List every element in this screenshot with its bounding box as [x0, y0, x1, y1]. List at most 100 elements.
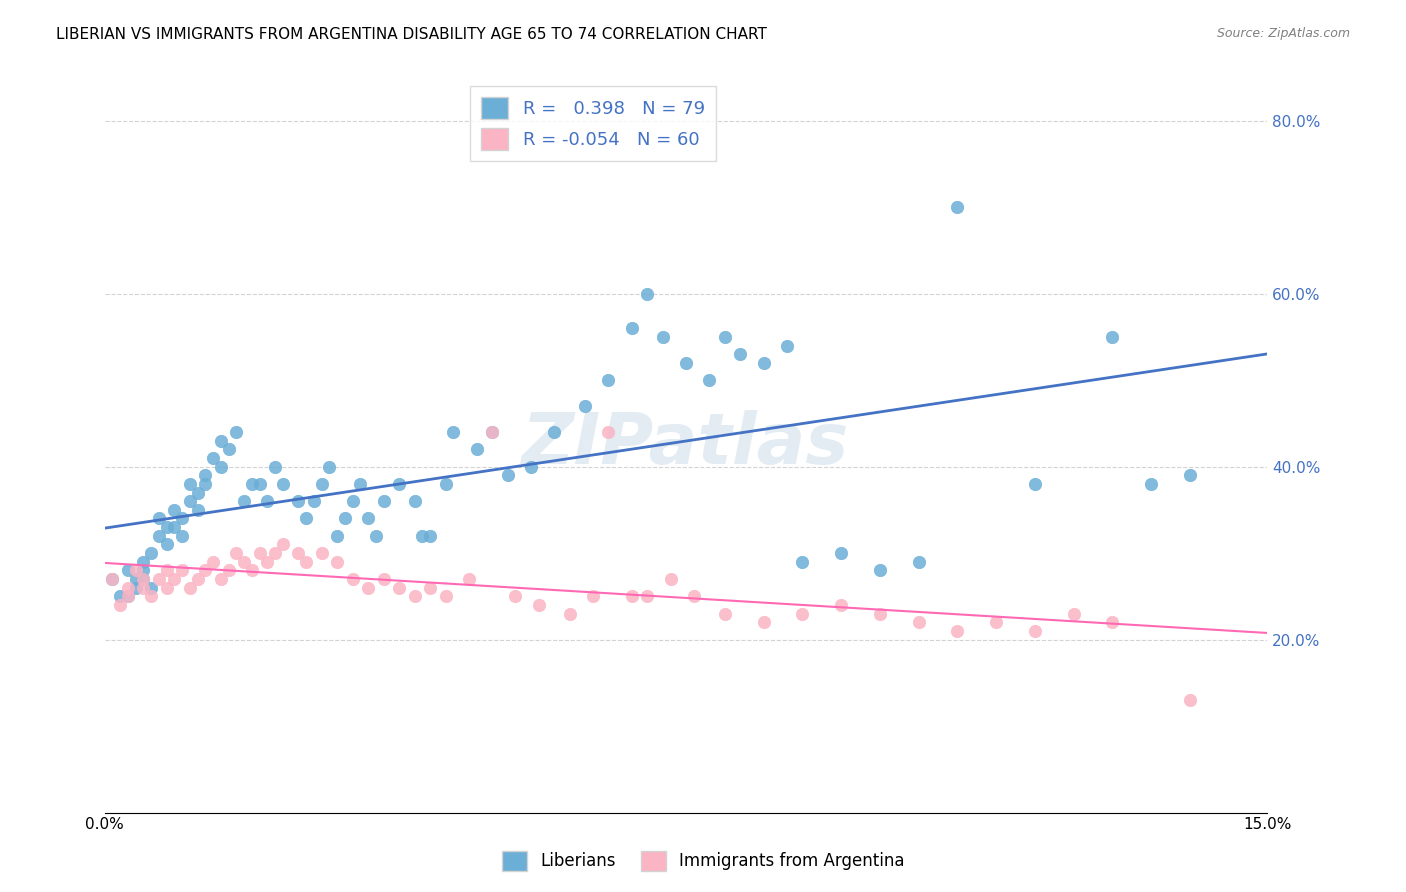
- Point: [404, 494, 426, 508]
- Point: [209, 572, 232, 586]
- Point: [132, 572, 155, 586]
- Point: [132, 563, 155, 577]
- Point: [141, 546, 163, 560]
- Point: [202, 555, 225, 569]
- Point: [187, 572, 209, 586]
- Point: [357, 581, 380, 595]
- Point: [558, 607, 581, 621]
- Point: [132, 572, 155, 586]
- Point: [311, 546, 333, 560]
- Point: [156, 563, 179, 577]
- Point: [713, 607, 735, 621]
- Point: [108, 590, 131, 604]
- Point: [682, 590, 704, 604]
- Point: [256, 555, 278, 569]
- Point: [505, 590, 527, 604]
- Point: [792, 555, 814, 569]
- Point: [287, 494, 309, 508]
- Point: [187, 485, 209, 500]
- Point: [148, 529, 170, 543]
- Point: [675, 356, 697, 370]
- Point: [946, 624, 969, 638]
- Point: [156, 581, 179, 595]
- Point: [117, 590, 139, 604]
- Point: [163, 503, 186, 517]
- Point: [233, 494, 256, 508]
- Text: Source: ZipAtlas.com: Source: ZipAtlas.com: [1216, 27, 1350, 40]
- Point: [752, 615, 775, 630]
- Point: [481, 425, 503, 439]
- Point: [697, 373, 720, 387]
- Point: [636, 286, 658, 301]
- Point: [543, 425, 565, 439]
- Point: [117, 563, 139, 577]
- Point: [776, 338, 799, 352]
- Point: [271, 476, 294, 491]
- Point: [364, 529, 387, 543]
- Point: [520, 459, 543, 474]
- Point: [148, 572, 170, 586]
- Point: [172, 529, 194, 543]
- Point: [132, 555, 155, 569]
- Point: [404, 590, 426, 604]
- Point: [179, 494, 201, 508]
- Point: [326, 529, 349, 543]
- Point: [1024, 624, 1046, 638]
- Point: [125, 563, 148, 577]
- Point: [179, 476, 201, 491]
- Point: [373, 572, 395, 586]
- Point: [388, 476, 411, 491]
- Point: [209, 459, 232, 474]
- Point: [907, 555, 929, 569]
- Point: [141, 581, 163, 595]
- Point: [249, 546, 271, 560]
- Point: [411, 529, 433, 543]
- Point: [598, 373, 620, 387]
- Point: [333, 511, 356, 525]
- Point: [156, 520, 179, 534]
- Point: [342, 572, 364, 586]
- Point: [1063, 607, 1085, 621]
- Point: [388, 581, 411, 595]
- Point: [271, 537, 294, 551]
- Point: [598, 425, 620, 439]
- Text: LIBERIAN VS IMMIGRANTS FROM ARGENTINA DISABILITY AGE 65 TO 74 CORRELATION CHART: LIBERIAN VS IMMIGRANTS FROM ARGENTINA DI…: [56, 27, 768, 42]
- Point: [125, 581, 148, 595]
- Point: [179, 581, 201, 595]
- Point: [194, 468, 217, 483]
- Point: [187, 503, 209, 517]
- Point: [465, 442, 488, 457]
- Point: [1101, 615, 1123, 630]
- Point: [527, 598, 550, 612]
- Point: [620, 321, 643, 335]
- Point: [434, 476, 457, 491]
- Point: [713, 330, 735, 344]
- Point: [295, 511, 318, 525]
- Point: [240, 476, 263, 491]
- Point: [419, 581, 441, 595]
- Point: [302, 494, 325, 508]
- Point: [225, 425, 247, 439]
- Point: [101, 572, 124, 586]
- Point: [1101, 330, 1123, 344]
- Point: [458, 572, 481, 586]
- Text: ZIPatlas: ZIPatlas: [522, 410, 849, 480]
- Point: [194, 563, 217, 577]
- Point: [1140, 476, 1163, 491]
- Point: [1024, 476, 1046, 491]
- Point: [830, 598, 852, 612]
- Point: [209, 434, 232, 448]
- Point: [156, 537, 179, 551]
- Point: [101, 572, 124, 586]
- Point: [141, 590, 163, 604]
- Point: [264, 459, 287, 474]
- Point: [287, 546, 309, 560]
- Point: [194, 476, 217, 491]
- Point: [869, 563, 891, 577]
- Point: [233, 555, 256, 569]
- Legend: R =   0.398   N = 79, R = -0.054   N = 60: R = 0.398 N = 79, R = -0.054 N = 60: [471, 87, 716, 161]
- Point: [373, 494, 395, 508]
- Point: [264, 546, 287, 560]
- Point: [240, 563, 263, 577]
- Point: [984, 615, 1007, 630]
